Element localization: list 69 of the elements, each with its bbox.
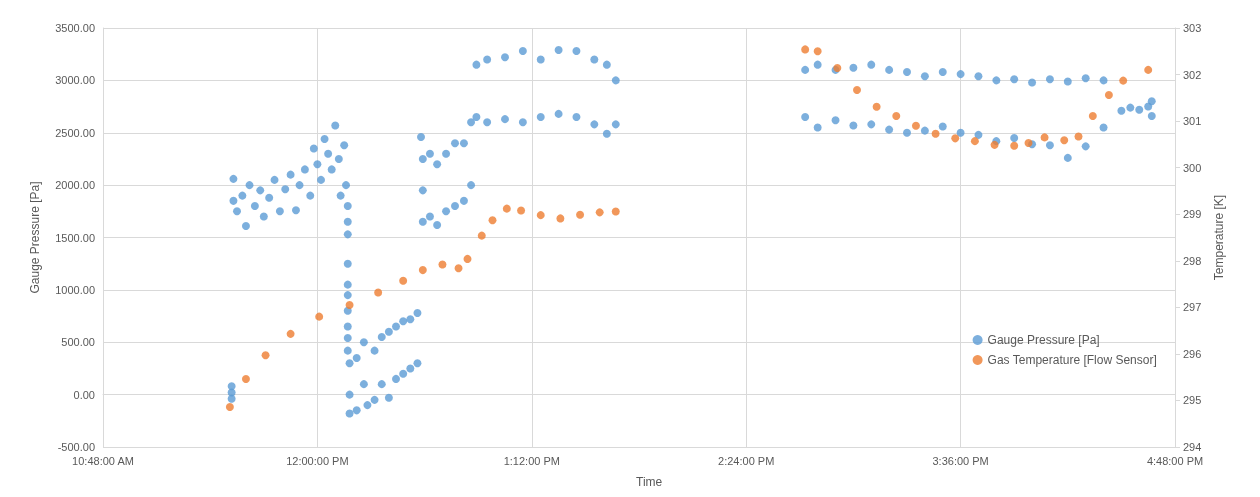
point [813, 47, 822, 56]
point [911, 121, 920, 130]
point [477, 231, 486, 240]
x-axis-title: Time [636, 475, 663, 489]
y2-tick-label: 297 [1183, 301, 1202, 314]
point [801, 45, 810, 54]
point [345, 301, 354, 309]
point [931, 129, 940, 138]
point [1024, 138, 1033, 147]
point [374, 288, 383, 297]
y-tick-label: 3000.00 [55, 74, 95, 87]
point [970, 137, 979, 146]
y2-tick-label: 301 [1183, 115, 1202, 128]
point [438, 260, 447, 269]
y-tick-label: -500.00 [57, 441, 95, 453]
point [1144, 65, 1153, 74]
y2-axis-title: Temperature [K] [1212, 194, 1226, 281]
point [315, 312, 324, 321]
y2-tick-label: 296 [1183, 347, 1202, 360]
point [1060, 136, 1069, 145]
point [399, 276, 408, 285]
point [611, 207, 620, 216]
point [1104, 91, 1113, 100]
point [1040, 133, 1049, 142]
point [852, 85, 861, 94]
y-axis-title: Gauge Pressure [Pa] [28, 181, 42, 294]
point [517, 206, 526, 215]
y-tick-label: 1000.00 [55, 283, 95, 296]
point [454, 264, 463, 273]
point [576, 210, 585, 219]
y-tick-label: 0.00 [73, 388, 95, 401]
y2-tick-label: 295 [1183, 394, 1202, 407]
x-tick-label: 12:00:00 PM [286, 454, 349, 467]
x-tick-label: 10:48:00 AM [72, 454, 134, 467]
point [241, 375, 250, 384]
point [286, 329, 295, 338]
point [1088, 111, 1097, 120]
point [556, 214, 565, 223]
x-tick-label: 2:24:00 PM [718, 454, 775, 467]
point [418, 266, 427, 275]
point [1010, 141, 1019, 150]
point [225, 402, 234, 411]
y-tick-label: 3500.00 [55, 22, 95, 34]
point [1074, 132, 1083, 141]
x-tick-label: 4:48:00 PM [1146, 454, 1204, 467]
point [1119, 76, 1128, 85]
point [595, 208, 604, 217]
point [892, 111, 901, 120]
y2-tick-label: 303 [1183, 22, 1202, 34]
y2-tick-label: 302 [1183, 68, 1202, 81]
legend-label: Gas Temperature [Flow Sensor] [987, 353, 1157, 367]
y-tick-label: 2500.00 [55, 126, 95, 139]
legend-label: Gauge Pressure [Pa] [987, 333, 1100, 347]
point [463, 254, 472, 263]
y-tick-label: 2000.00 [55, 179, 95, 192]
y2-tick-label: 298 [1183, 254, 1202, 267]
y2-tick-label: 300 [1183, 161, 1202, 174]
x-tick-label: 1:12:00 PM [503, 454, 560, 467]
y-tick-label: 500.00 [61, 336, 95, 349]
point [872, 102, 881, 111]
point [488, 216, 497, 225]
y-tick-label: 1500.00 [55, 231, 95, 244]
y2-tick-label: 299 [1183, 208, 1202, 221]
x-tick-label: 3:36:00 PM [932, 454, 989, 467]
point [536, 211, 545, 220]
point [502, 204, 511, 213]
point [261, 351, 270, 360]
y2-tick-label: 294 [1183, 441, 1202, 453]
point [951, 134, 960, 143]
